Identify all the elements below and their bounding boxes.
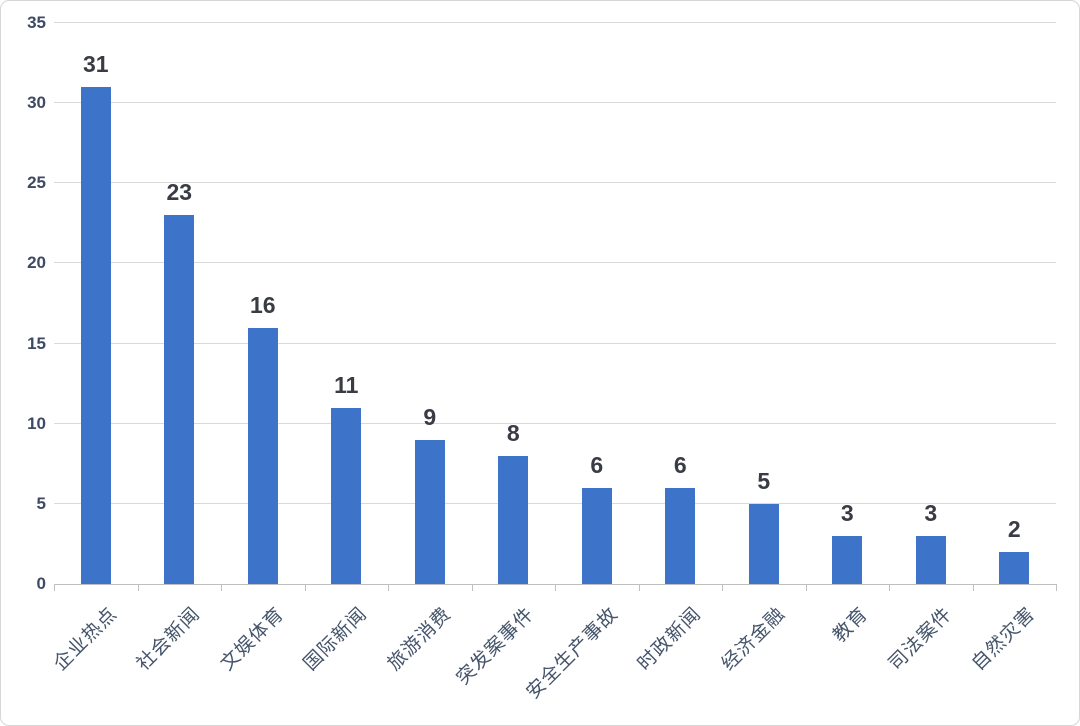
bar-value-label: 9 <box>423 403 437 430</box>
y-tick-label: 15 <box>27 333 46 353</box>
bar <box>915 535 946 584</box>
x-axis-tick <box>221 584 222 591</box>
category-label: 文娱体育 <box>216 603 289 675</box>
x-axis-tick <box>388 584 389 591</box>
x-axis-tick <box>304 584 306 591</box>
x-axis-tick <box>137 584 139 591</box>
category-label: 国际新闻 <box>300 603 372 675</box>
gridline <box>54 102 1056 104</box>
bar-value-label: 8 <box>506 419 520 446</box>
bar <box>247 327 278 584</box>
y-tick-label: 0 <box>36 574 46 593</box>
category-label: 时政新闻 <box>634 603 706 675</box>
bar <box>80 87 111 584</box>
y-tick-label: 10 <box>27 413 46 433</box>
x-axis-tick <box>555 584 556 591</box>
bar-value-label: 11 <box>334 371 359 398</box>
gridline <box>54 22 1056 23</box>
category-label: 企业热点 <box>49 603 122 675</box>
category-label: 经济金融 <box>717 603 790 675</box>
bar-value-label: 6 <box>673 451 687 478</box>
bar <box>748 503 779 584</box>
category-label: 教育 <box>829 603 873 647</box>
category-label: 自然灾害 <box>968 603 1040 675</box>
gridline <box>54 262 1056 264</box>
bar <box>164 215 195 584</box>
bar <box>665 487 696 584</box>
y-tick-label: 30 <box>27 93 46 113</box>
bar-value-label: 31 <box>82 51 109 78</box>
x-axis-tick <box>972 584 974 591</box>
bar <box>832 535 863 584</box>
bar-value-label: 3 <box>924 499 938 526</box>
bar-value-label: 16 <box>249 291 276 318</box>
bar-value-label: 5 <box>757 467 771 494</box>
y-tick-label: 35 <box>27 13 46 32</box>
bar-value-label: 2 <box>1007 515 1021 542</box>
bar <box>581 487 612 584</box>
bar-value-label: 23 <box>166 179 193 206</box>
category-label: 社会新闻 <box>133 603 205 675</box>
gridline <box>54 422 1056 424</box>
bar <box>414 439 445 584</box>
y-tick-label: 20 <box>27 253 46 273</box>
gridline <box>54 182 1056 184</box>
gridline <box>54 342 1056 344</box>
x-axis-tick <box>1056 584 1057 591</box>
bar-value-label: 6 <box>590 451 604 478</box>
x-axis-tick <box>471 584 473 591</box>
x-axis-tick <box>805 584 807 591</box>
bar <box>999 551 1030 584</box>
bar-value-label: 3 <box>840 499 854 526</box>
bar <box>498 455 529 584</box>
category-label: 旅游消费 <box>383 603 456 675</box>
x-axis-tick <box>638 584 640 591</box>
x-axis-tick <box>889 584 890 591</box>
gridline <box>54 502 1056 504</box>
category-label: 司法案件 <box>884 603 957 675</box>
y-tick-label: 5 <box>36 493 46 513</box>
x-axis-tick <box>54 584 55 591</box>
plot-area: 31 23 16 11 9 8 6 6 5 3 3 2 <box>54 22 1057 591</box>
bar <box>331 407 362 584</box>
x-axis-tick <box>722 584 723 591</box>
y-tick-label: 25 <box>27 173 46 193</box>
